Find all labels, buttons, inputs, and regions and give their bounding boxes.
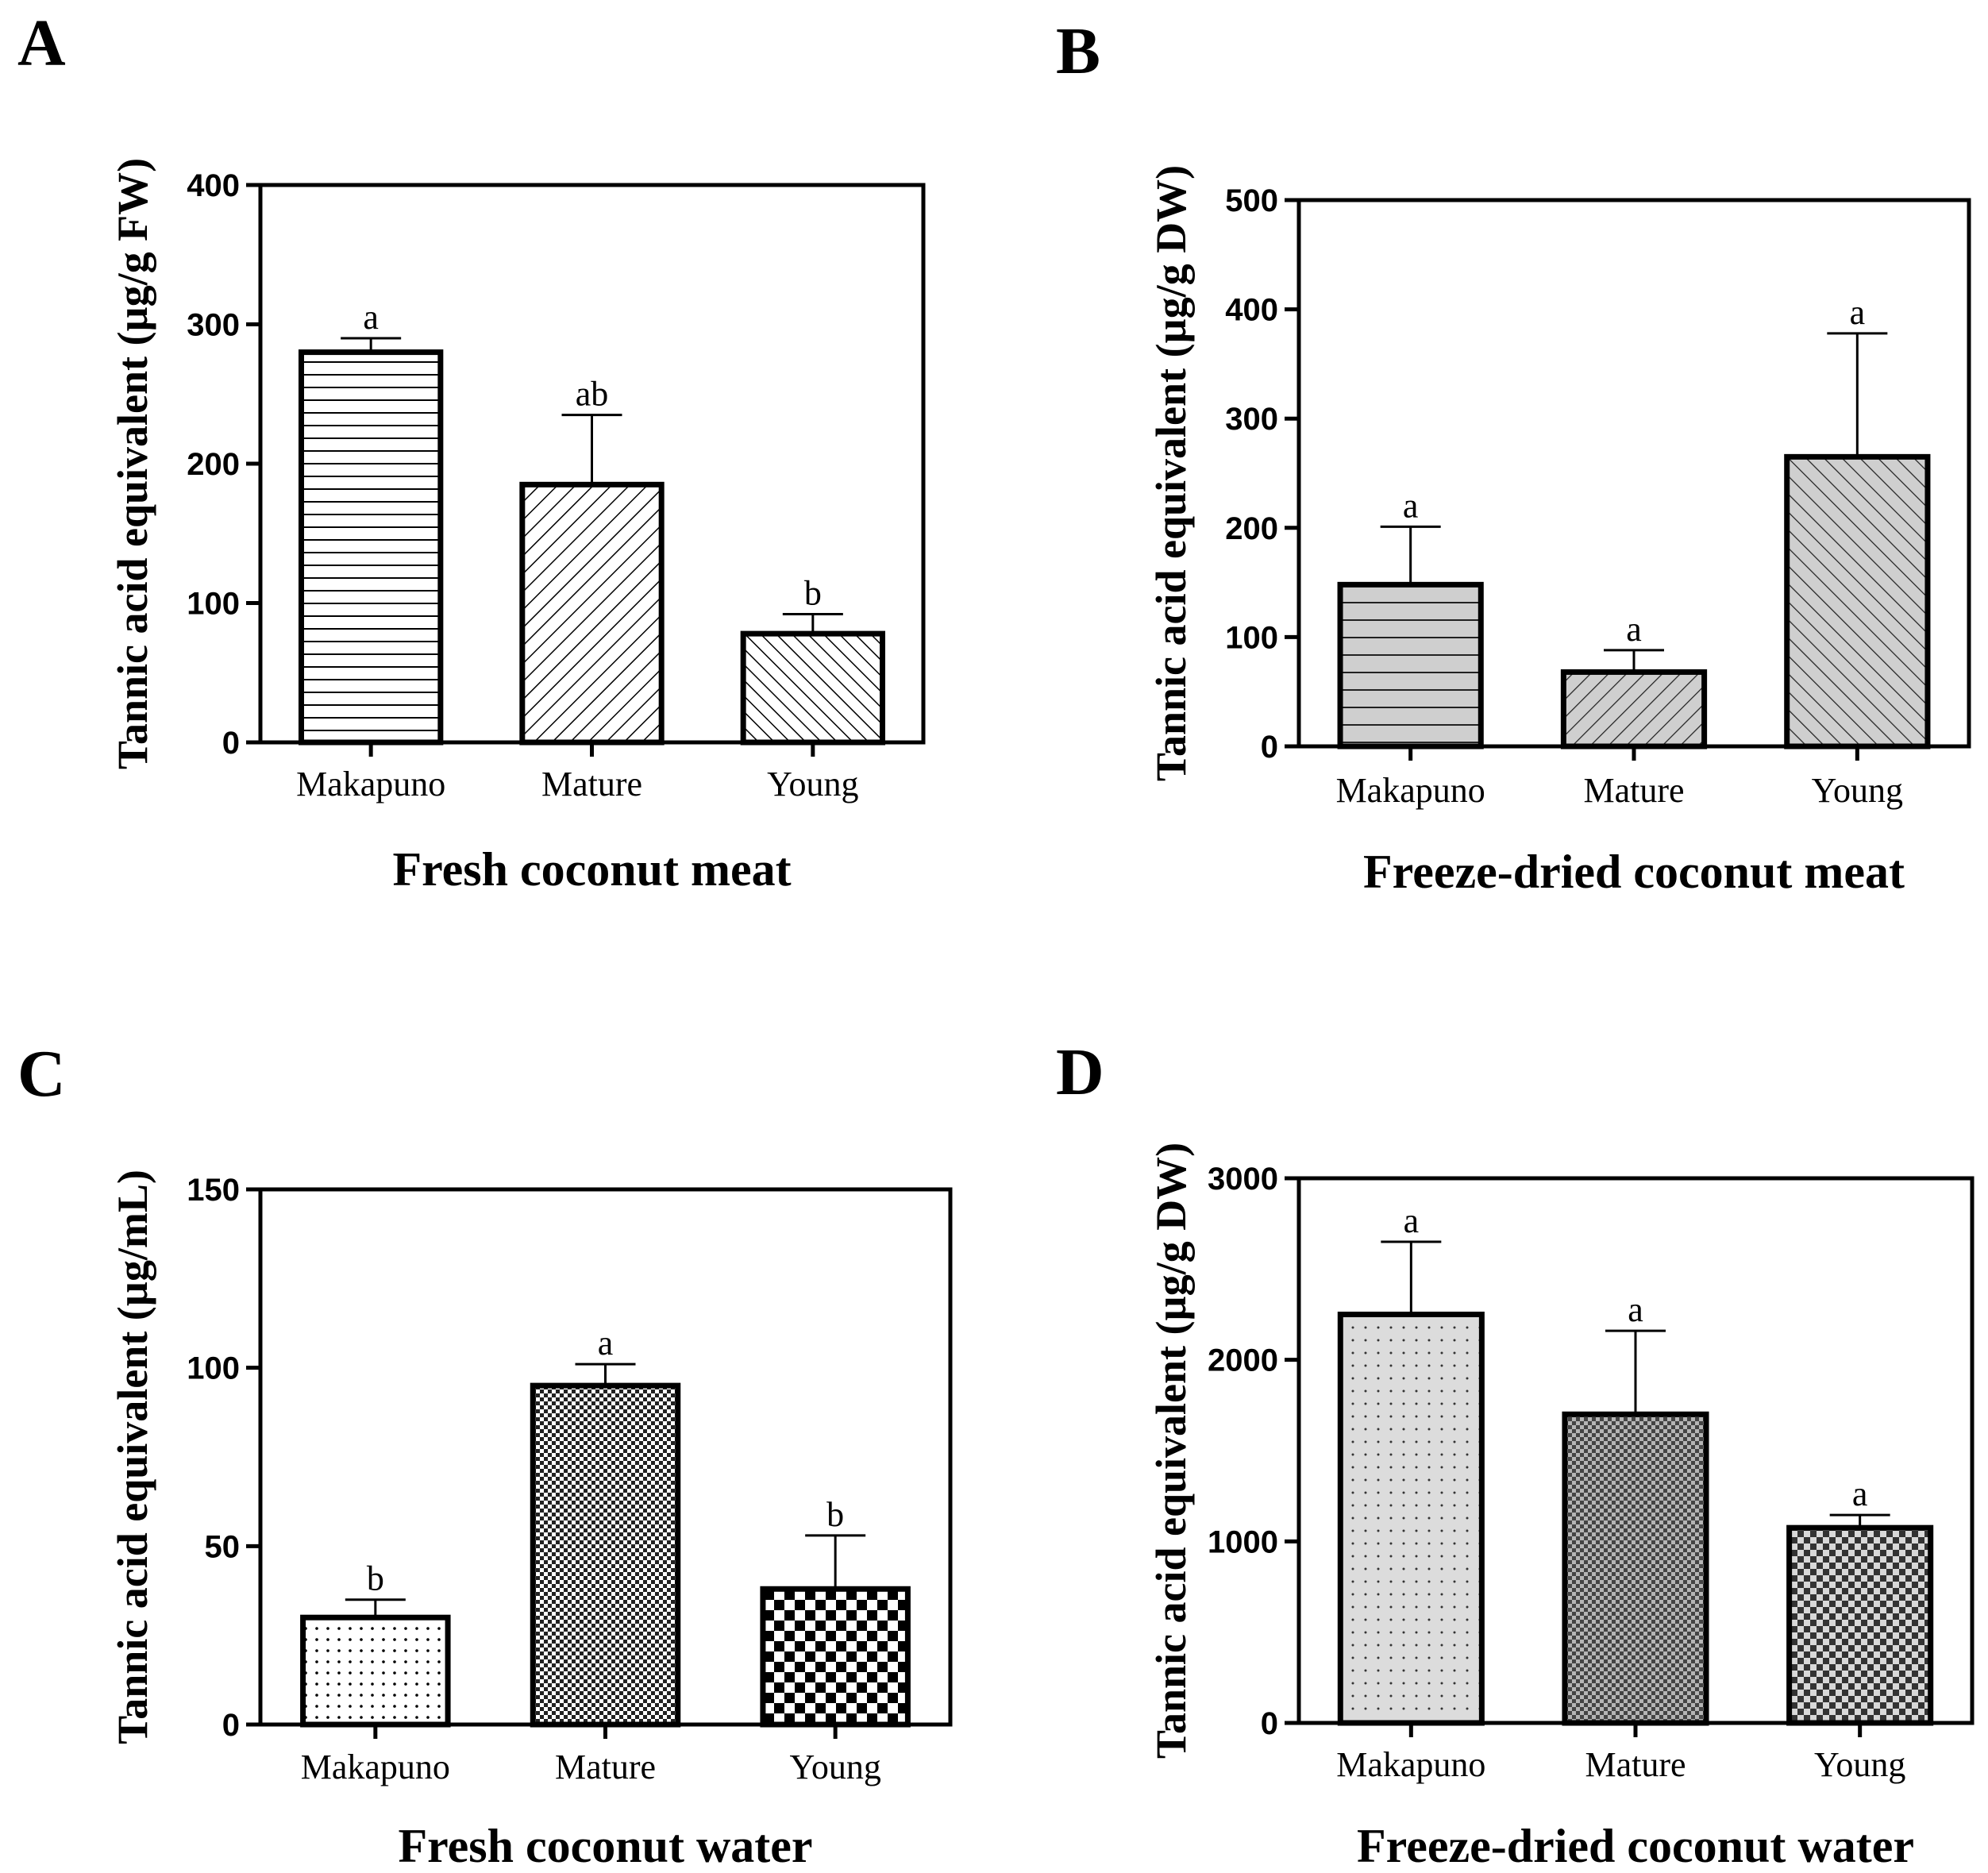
y-axis-title: Tannic acid equivalent (µg/g FW)	[109, 158, 156, 769]
category-label: Mature	[555, 1748, 656, 1786]
significance-label: a	[598, 1324, 614, 1362]
plot-frame	[258, 183, 926, 745]
panel-letter: C	[17, 1037, 66, 1111]
y-tick-label: 300	[1225, 402, 1278, 437]
category-label: Young	[1812, 771, 1903, 810]
x-axis-title: Fresh coconut water	[398, 1820, 812, 1872]
y-tick-label: 400	[1225, 293, 1278, 328]
category-label: Makapuno	[1336, 1745, 1485, 1784]
significance-label: b	[804, 574, 822, 613]
y-tick-label: 0	[1261, 730, 1278, 765]
bar-mature	[530, 1382, 681, 1728]
y-tick-label: 300	[187, 308, 240, 343]
category-label: Makapuno	[301, 1748, 450, 1786]
category-label: Mature	[1583, 771, 1684, 810]
x-axis-title: Freeze-dried coconut meat	[1363, 846, 1905, 898]
y-axis-title: Tannic acid equivalent (µg/g DW)	[1147, 1143, 1195, 1759]
category-label: Makapuno	[296, 765, 445, 804]
plot-frame	[1296, 198, 1971, 749]
y-tick-label: 150	[187, 1173, 240, 1208]
y-tick-label: 200	[1225, 511, 1278, 546]
y-tick-label: 100	[187, 1351, 240, 1386]
bar-young	[740, 630, 886, 746]
bar-young	[760, 1586, 911, 1728]
category-label: Mature	[541, 765, 642, 804]
panel-letter: D	[1056, 1035, 1104, 1109]
significance-label: a	[1626, 610, 1642, 649]
panel-letter: B	[1056, 14, 1100, 88]
bar-makapuno	[1337, 1312, 1485, 1726]
bar-makapuno	[1337, 581, 1484, 750]
panel-d: D Tannic acid equivalent (µg/g DW) Freeze-…	[1056, 1035, 1975, 1872]
y-tick-label: 50	[205, 1529, 241, 1564]
bar-makapuno	[300, 1614, 451, 1728]
bar-mature	[1560, 669, 1708, 750]
bar-mature	[519, 481, 665, 746]
y-tick-label: 3000	[1208, 1162, 1278, 1197]
bar-makapuno	[298, 349, 444, 746]
y-tick-label: 2000	[1208, 1343, 1278, 1378]
y-axis-title: Tannic acid equivalent (µg/g DW)	[1147, 165, 1195, 781]
x-axis-title: Freeze-dried coconut water	[1357, 1820, 1914, 1872]
significance-label: a	[363, 298, 379, 337]
significance-label: a	[1852, 1474, 1868, 1513]
panel-c: C Tannic acid equivalent (µg/mL) Fresh coc…	[17, 1037, 953, 1872]
y-tick-label: 1000	[1208, 1524, 1278, 1559]
significance-label: b	[826, 1495, 844, 1534]
y-tick-label: 0	[1261, 1706, 1278, 1741]
significance-label: a	[1404, 1201, 1420, 1240]
panel-b: B Tannic acid equivalent (µg/g DW) Freeze-…	[1056, 14, 1971, 898]
significance-label: a	[1403, 486, 1419, 525]
bar-mature	[1562, 1411, 1709, 1726]
panel-a: A Tannic acid equivalent (µg/g FW) Fresh c…	[17, 6, 926, 896]
category-label: Mature	[1585, 1745, 1686, 1784]
y-tick-label: 500	[1225, 183, 1278, 218]
y-tick-label: 0	[222, 1708, 240, 1743]
y-tick-label: 0	[222, 726, 240, 761]
category-label: Young	[767, 765, 858, 804]
significance-label: a	[1628, 1290, 1643, 1329]
y-tick-label: 400	[187, 168, 240, 203]
plot-frame	[258, 1187, 953, 1727]
y-tick-label: 200	[187, 447, 240, 482]
significance-label: ab	[576, 375, 609, 414]
bar-young	[1786, 1524, 1934, 1726]
significance-label: b	[367, 1559, 384, 1598]
x-axis-title: Fresh coconut meat	[392, 843, 791, 896]
y-axis-title: Tannic acid equivalent (µg/mL)	[109, 1170, 156, 1744]
significance-label: a	[1850, 293, 1866, 332]
bar-young	[1784, 453, 1931, 750]
panel-letter: A	[17, 6, 66, 80]
y-tick-label: 100	[187, 587, 240, 622]
category-label: Young	[1814, 1745, 1905, 1784]
y-tick-label: 100	[1225, 620, 1278, 655]
category-label: Young	[789, 1748, 880, 1786]
category-label: Makapuno	[1336, 771, 1485, 810]
plot-frame	[1296, 1176, 1975, 1725]
